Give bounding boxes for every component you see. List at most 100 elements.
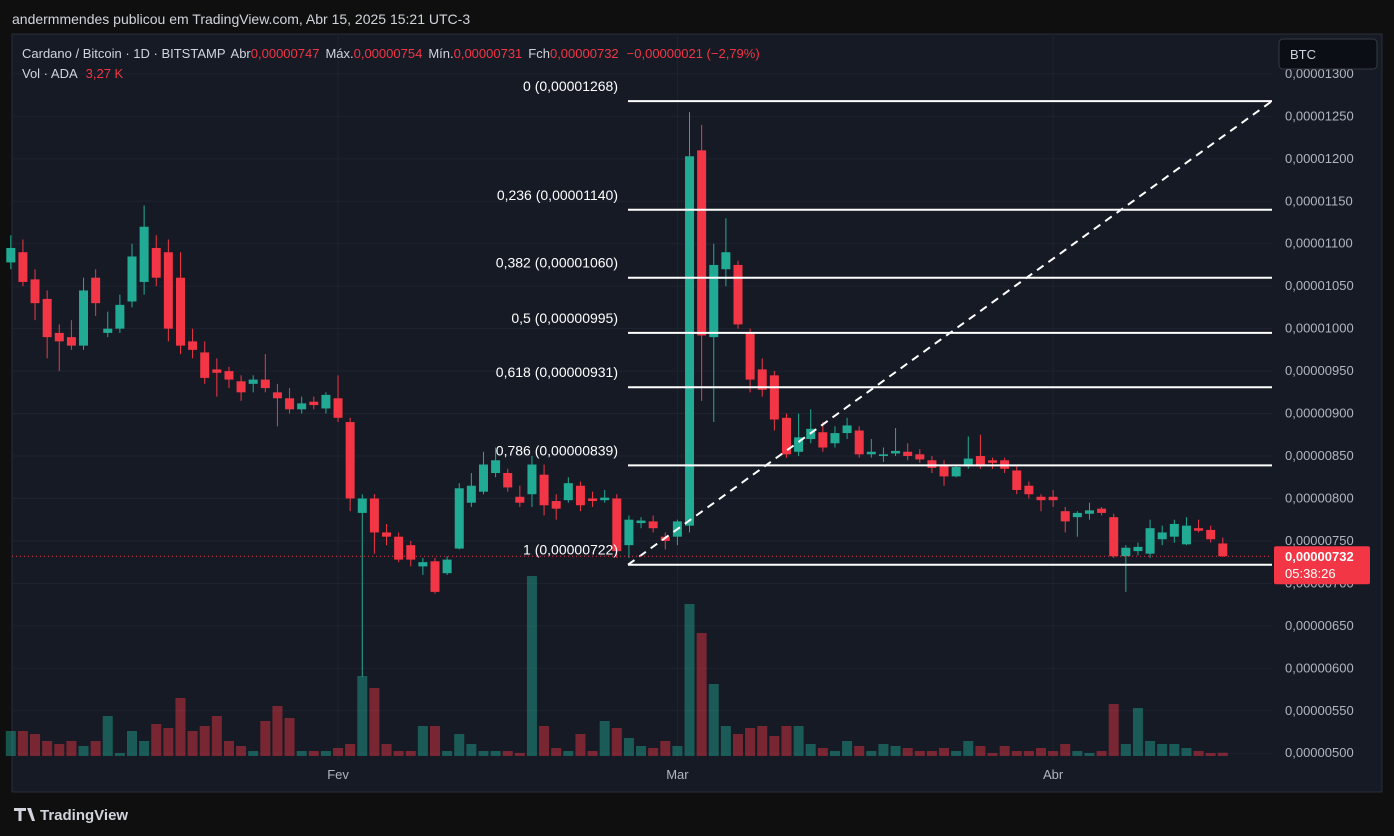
candle-body — [1181, 525, 1191, 545]
candle-body — [66, 337, 76, 346]
volume-bar — [708, 684, 719, 756]
volume-bar — [163, 728, 174, 756]
volume-bar — [684, 604, 695, 756]
volume-bar — [223, 741, 234, 756]
volume-bar — [757, 726, 768, 756]
candle-body — [18, 252, 28, 282]
low-label: Mín. — [428, 46, 453, 61]
volume-bar — [842, 741, 853, 756]
candle-body — [1060, 511, 1070, 522]
candle-body — [236, 381, 246, 393]
candle-body — [272, 392, 282, 399]
volume-bar — [987, 753, 998, 756]
volume-bar — [1084, 753, 1095, 756]
y-tick-label: 0,00001200 — [1285, 151, 1354, 166]
candle-body — [1169, 523, 1179, 537]
brand: TradingView — [40, 807, 128, 824]
volume-bar — [551, 748, 562, 756]
volume-bar — [1096, 751, 1107, 756]
volume-bar — [211, 716, 222, 756]
currency-button-label[interactable]: BTC — [1290, 47, 1316, 62]
volume-bar — [1036, 748, 1046, 756]
volume-bar — [829, 751, 840, 756]
candle-body — [1048, 496, 1058, 501]
candle-body — [309, 401, 319, 406]
volume-bar — [442, 751, 453, 756]
volume-bar — [648, 748, 659, 756]
volume-bar — [393, 751, 404, 756]
currency-button[interactable] — [1278, 38, 1378, 70]
volume-bar — [417, 726, 428, 756]
candle-body — [939, 464, 949, 477]
volume-bar — [575, 734, 586, 756]
volume-bar — [720, 726, 731, 756]
candle-body — [151, 247, 161, 278]
candle-body — [357, 498, 367, 513]
volume-bar — [42, 741, 53, 756]
candle-body — [30, 279, 40, 304]
candle-body — [515, 496, 525, 503]
candle-body — [297, 403, 307, 410]
candle-body — [1072, 512, 1082, 518]
candle-body — [903, 451, 913, 457]
candle-body — [394, 536, 404, 560]
y-tick-label: 0,00001250 — [1285, 108, 1354, 123]
high: 0,00000754 — [354, 46, 423, 61]
volume-bar — [587, 751, 598, 756]
volume-bar — [914, 751, 925, 756]
volume-bar — [672, 746, 683, 756]
volume-bar — [369, 688, 380, 756]
candle-body — [127, 256, 137, 302]
volume-bar — [272, 706, 283, 756]
candle-body — [369, 498, 379, 533]
volume-bar — [54, 744, 65, 756]
volume-bar — [805, 744, 816, 756]
candle-body — [1109, 517, 1119, 557]
candle-body — [963, 458, 973, 467]
candle-body — [527, 464, 537, 495]
volume-bar — [854, 746, 865, 756]
y-tick-label: 0,00000750 — [1285, 533, 1354, 548]
candle-body — [733, 264, 743, 325]
volume-bar — [151, 724, 162, 756]
candle-body — [988, 460, 998, 463]
candle-body — [1097, 508, 1107, 513]
volume-bar — [5, 731, 16, 756]
y-tick-label: 0,00000500 — [1285, 745, 1354, 760]
volume-bar — [260, 721, 271, 756]
volume-bar — [660, 741, 671, 756]
candle-body — [200, 352, 210, 378]
fib-trend-line — [627, 100, 1273, 566]
volume-bar — [175, 698, 186, 756]
high-label: Máx. — [325, 46, 353, 61]
volume-bar — [636, 746, 647, 756]
candle-body — [842, 425, 852, 434]
x-tick-label: Abr — [1043, 767, 1064, 782]
candle-body — [563, 483, 573, 501]
volume-bar — [1181, 748, 1192, 756]
candle-body — [333, 398, 343, 418]
candle-body — [454, 488, 464, 549]
candle-body — [539, 474, 549, 506]
candle-body — [188, 341, 198, 350]
candle-body — [781, 417, 791, 455]
candle-body — [79, 290, 89, 346]
volume-legend: Vol · ADA 3,27 K — [22, 66, 124, 81]
volume-bar — [333, 748, 344, 756]
volume-bar — [502, 751, 513, 756]
candle-body — [1036, 496, 1046, 501]
logo-icon — [14, 808, 35, 821]
volume-bar — [514, 753, 525, 756]
candle-body — [866, 451, 876, 455]
volume-bar — [817, 748, 828, 756]
candle-body — [927, 460, 937, 468]
volume-bar — [284, 718, 295, 756]
candle-body — [442, 559, 452, 574]
candle-body — [685, 156, 695, 526]
volume-bar — [90, 741, 101, 756]
candle-body — [697, 150, 707, 336]
fib-label: 0 (0,00001268) — [523, 78, 618, 94]
volume-bar — [66, 741, 77, 756]
candle-body — [1157, 532, 1167, 540]
